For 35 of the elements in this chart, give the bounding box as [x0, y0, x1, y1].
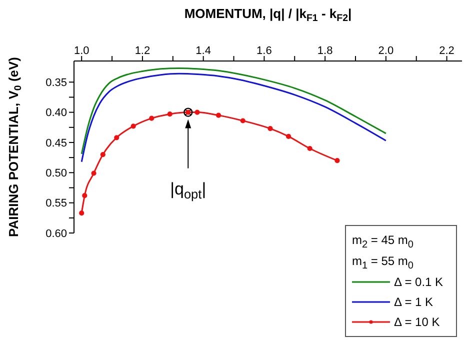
y-tick-label: 0.40: [46, 107, 67, 120]
y-tick-label: 0.35: [46, 77, 67, 90]
y-tick-label: 0.50: [46, 168, 67, 180]
point: [130, 124, 136, 129]
legend-label: Δ = 0.1 K: [394, 275, 444, 289]
annotation: |q$_{opt}$|: [170, 179, 206, 202]
legend-label: Δ = 10 K: [394, 315, 440, 329]
point: [240, 118, 246, 124]
x-tick-label: 1.2: [134, 45, 150, 57]
y-tick-label: 0.45: [46, 137, 67, 150]
x-tick-label: 1.4: [196, 45, 211, 57]
point: [216, 112, 222, 118]
point: [286, 134, 292, 139]
text: m$_{1}$ = 55 m$_{0}$: [352, 253, 414, 272]
x-tick-label: 1.6: [256, 45, 272, 57]
x-tick-label: 2.0: [378, 45, 394, 57]
point: [307, 146, 312, 152]
point: [79, 210, 84, 216]
point: [82, 193, 88, 198]
point: [91, 170, 96, 176]
point: [268, 126, 273, 132]
y-tick-label: 0.55: [46, 198, 67, 210]
x-tick-label: 1.8: [317, 45, 333, 57]
x-tick-label: 2.2: [439, 45, 454, 57]
point: [167, 112, 172, 117]
point: [114, 135, 120, 140]
y-tick-label: 0.60: [46, 228, 67, 240]
legend-label: Δ = 1 K: [394, 295, 434, 309]
point: [149, 116, 154, 121]
point: [334, 158, 340, 164]
point: [194, 110, 200, 115]
point: [100, 152, 106, 158]
x-tick-label: 1.0: [74, 45, 90, 57]
text: m$_{2}$ = 45 m$_{0}$: [352, 232, 414, 251]
x-axis-title: MOMENTUM, |q| / |k$_{F1}$ - k$_{F2}$|: [184, 6, 352, 24]
